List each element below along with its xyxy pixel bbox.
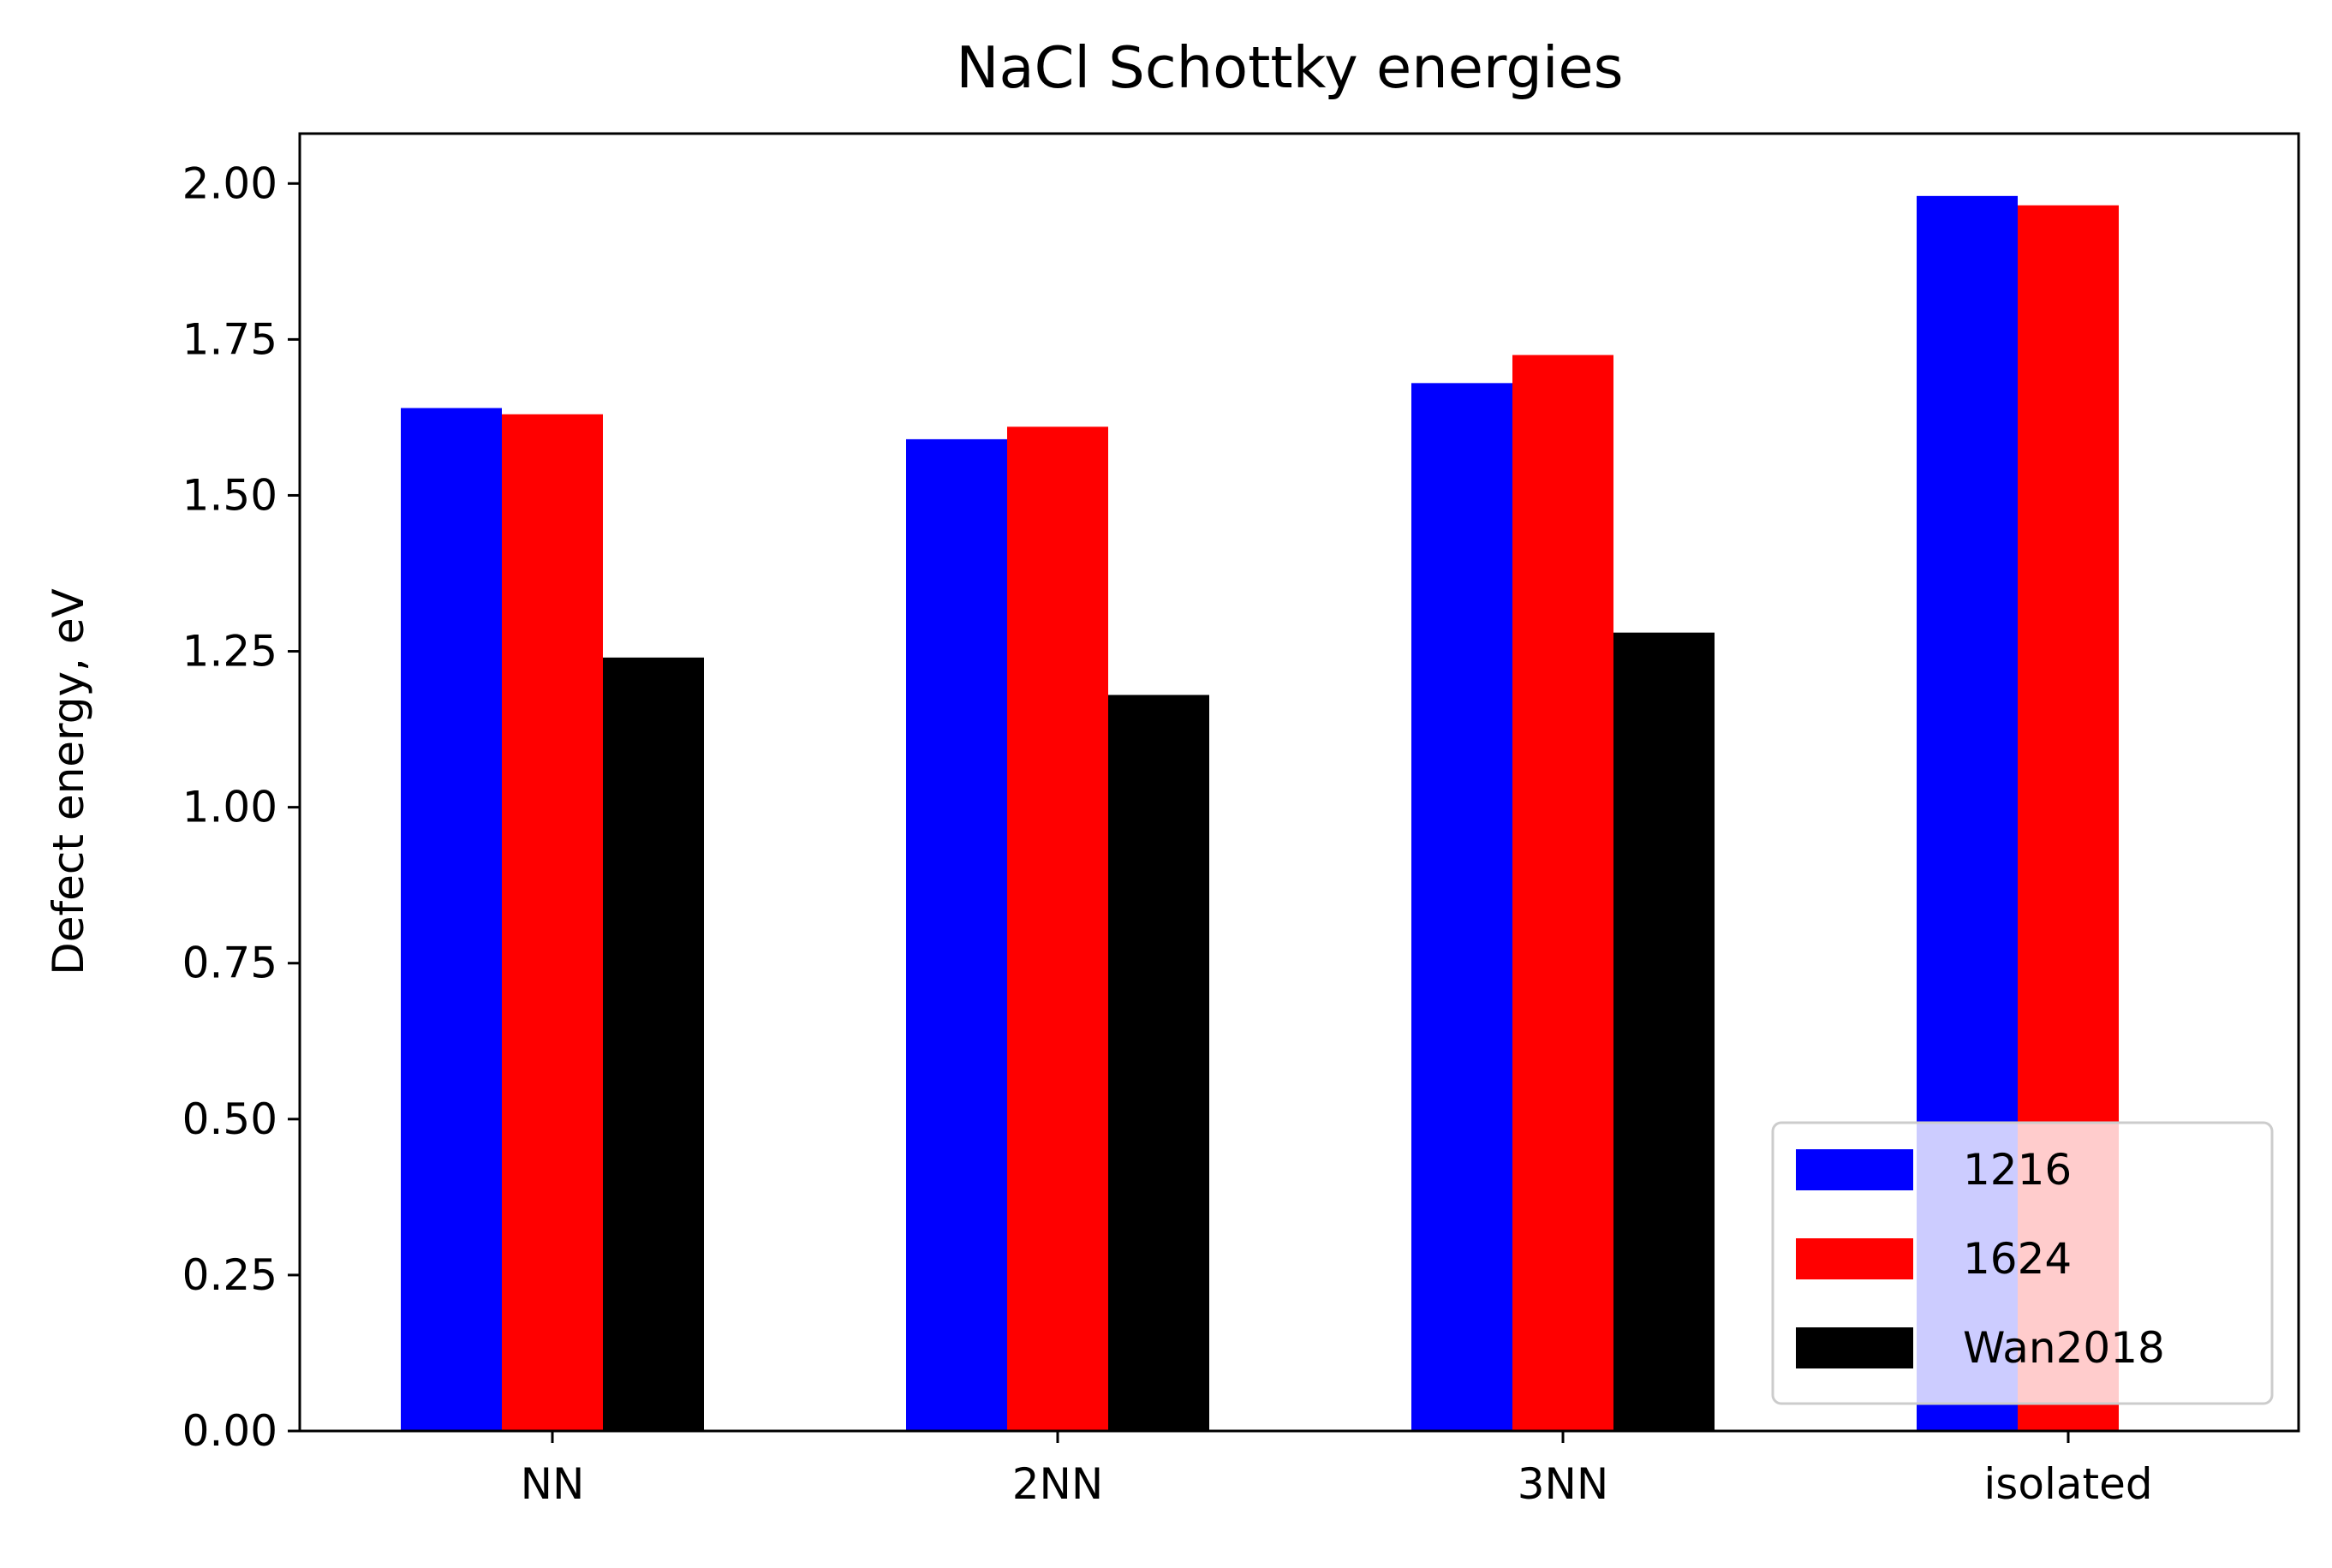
legend-swatch-1624	[1796, 1238, 1913, 1279]
y-tick-label: 1.00	[182, 783, 277, 832]
y-axis-label: Defect energy, eV	[44, 588, 93, 975]
bar-1624-2nn	[1007, 426, 1108, 1431]
bar-1216-2nn	[906, 438, 1007, 1431]
bar-1216-nn	[401, 408, 502, 1432]
y-tick-label: 0.50	[182, 1094, 277, 1144]
y-tick-label: 0.75	[182, 939, 277, 988]
y-tick-label: 0.25	[182, 1250, 277, 1300]
legend-label-1216: 1216	[1963, 1145, 2072, 1195]
legend-label-1624: 1624	[1963, 1234, 2072, 1284]
x-tick-label: isolated	[1983, 1459, 2152, 1509]
bars-layer	[401, 195, 2119, 1432]
bar-1624-nn	[502, 414, 603, 1432]
bar-1624-3nn	[1512, 355, 1613, 1431]
y-tick-label: 1.50	[182, 470, 277, 520]
legend-label-wan2018: Wan2018	[1963, 1323, 2165, 1373]
bar-wan2018-2nn	[1108, 695, 1209, 1431]
x-tick-label: 3NN	[1518, 1459, 1609, 1509]
plot-frame	[298, 132, 2300, 1433]
chart-title: NaCl Schottky energies	[956, 34, 1623, 101]
y-tick-label: 1.75	[182, 314, 277, 364]
legend-swatch-1216	[1796, 1149, 1913, 1190]
y-tick-label: 0.00	[182, 1406, 277, 1456]
x-tick-label: 2NN	[1012, 1459, 1104, 1509]
ticks-layer: 0.00 0.25 0.50 0.75 1.00 1.25 1.50 1.75 2.00 NN 2N…	[182, 158, 2153, 1509]
bar-1216-3nn	[1411, 383, 1512, 1431]
bar-wan2018-3nn	[1613, 632, 1715, 1431]
legend-entries: 1216 1624 Wan2018	[1796, 1145, 2165, 1373]
y-tick-label: 1.25	[182, 627, 277, 677]
legend: 1216 1624 Wan2018	[1771, 1121, 2274, 1405]
y-tick-label: 2.00	[182, 158, 277, 208]
legend-swatch-wan2018	[1796, 1327, 1913, 1368]
x-tick-label: NN	[521, 1459, 585, 1509]
bar-wan2018-nn	[603, 657, 704, 1431]
